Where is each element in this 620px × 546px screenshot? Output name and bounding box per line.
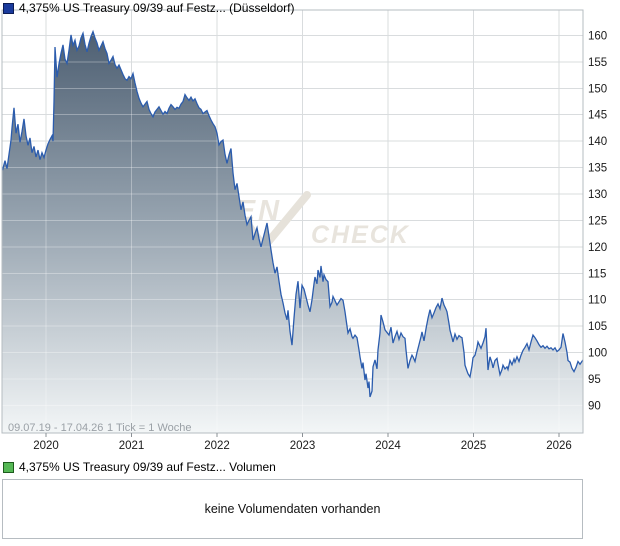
no-volume-message: keine Volumendaten vorhanden — [204, 502, 381, 516]
volume-title: 4,375% US Treasury 09/39 auf Festz... Vo… — [19, 460, 276, 474]
svg-text:2026: 2026 — [546, 440, 572, 452]
axis-ticks — [45, 433, 560, 437]
volume-header: 4,375% US Treasury 09/39 auf Festz... Vo… — [3, 460, 276, 474]
x-axis-labels: 2020 2021 2022 2023 2024 2025 2026 — [33, 440, 572, 452]
svg-text:120: 120 — [588, 242, 607, 254]
chart-title: 4,375% US Treasury 09/39 auf Festz... (D… — [19, 1, 295, 15]
y-axis-labels: 90 95 100 105 110 115 120 125 130 135 140 145 150 155… — [588, 30, 607, 412]
svg-text:2020: 2020 — [33, 440, 59, 452]
svg-text:140: 140 — [588, 136, 607, 148]
svg-text:125: 125 — [588, 215, 607, 227]
watermark-text-right: CHECK — [311, 221, 410, 249]
svg-text:2023: 2023 — [290, 440, 316, 452]
plot-border — [1, 9, 584, 434]
svg-text:90: 90 — [588, 400, 601, 412]
price-area — [2, 31, 583, 433]
svg-text:160: 160 — [588, 30, 607, 42]
date-range-label: 09.07.19 - 17.04.26 — [8, 422, 103, 434]
svg-text:2024: 2024 — [375, 440, 401, 452]
svg-text:145: 145 — [588, 110, 607, 122]
volume-marker-icon — [3, 461, 14, 473]
svg-text:2022: 2022 — [204, 440, 230, 452]
svg-text:105: 105 — [588, 321, 607, 333]
series-marker-icon — [3, 2, 14, 14]
svg-text:95: 95 — [588, 374, 601, 386]
svg-text:155: 155 — [588, 57, 607, 69]
svg-text:2025: 2025 — [461, 440, 487, 452]
svg-text:115: 115 — [588, 268, 606, 280]
svg-text:135: 135 — [588, 163, 607, 175]
svg-text:100: 100 — [588, 348, 607, 360]
tick-interval-label: 1 Tick = 1 Woche — [107, 422, 191, 434]
svg-text:130: 130 — [588, 189, 607, 201]
svg-text:150: 150 — [588, 83, 607, 95]
price-line — [1, 29, 584, 398]
svg-text:2021: 2021 — [119, 440, 145, 452]
svg-text:110: 110 — [588, 295, 606, 307]
volume-panel: keine Volumendaten vorhanden — [2, 479, 583, 539]
chart-header: 4,375% US Treasury 09/39 auf Festz... (D… — [3, 1, 294, 15]
